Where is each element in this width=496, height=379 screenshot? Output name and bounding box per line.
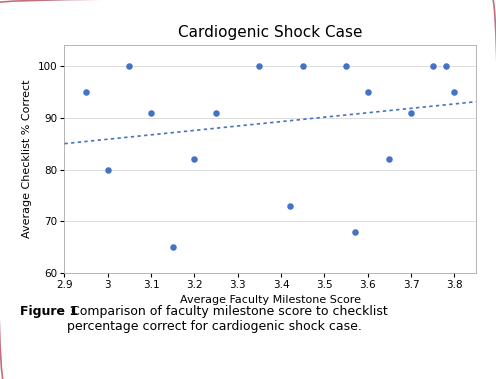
Text: Comparison of faculty milestone score to checklist
percentage correct for cardio: Comparison of faculty milestone score to… — [67, 305, 388, 333]
Point — [82, 89, 90, 95]
Title: Cardiogenic Shock Case: Cardiogenic Shock Case — [178, 25, 363, 40]
Point — [407, 110, 415, 116]
Text: Figure 1: Figure 1 — [20, 305, 78, 318]
Point — [255, 63, 263, 69]
Point — [342, 63, 350, 69]
X-axis label: Average Faculty Milestone Score: Average Faculty Milestone Score — [180, 295, 361, 305]
Point — [385, 156, 393, 162]
Point — [364, 89, 372, 95]
Point — [450, 89, 458, 95]
Point — [299, 63, 307, 69]
Point — [104, 166, 112, 172]
Point — [212, 110, 220, 116]
Point — [190, 156, 198, 162]
Point — [429, 63, 437, 69]
Y-axis label: Average Checklist % Correct: Average Checklist % Correct — [22, 80, 32, 238]
Point — [147, 110, 155, 116]
Point — [169, 244, 177, 250]
Point — [125, 63, 133, 69]
Point — [286, 203, 294, 209]
Point — [351, 229, 359, 235]
Point — [442, 63, 450, 69]
